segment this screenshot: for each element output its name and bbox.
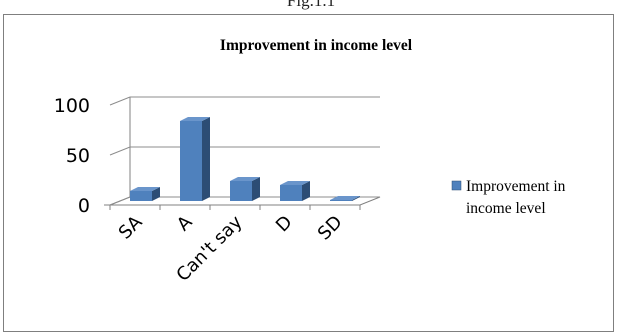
legend: Improvement in income level <box>451 178 566 217</box>
bars <box>130 117 360 201</box>
chart-title: Improvement in income level <box>220 37 413 54</box>
legend-label: Improvement in income level <box>466 178 566 217</box>
y-tick-label: 50 <box>66 145 90 167</box>
chart-frame <box>3 14 614 332</box>
bar <box>280 181 310 201</box>
x-tick-label: SD <box>314 212 347 245</box>
y-axis-ticks: 0 50 100 <box>54 95 90 217</box>
figure-label: Fig.1.1 <box>286 0 336 10</box>
x-tick-label: A <box>173 211 197 235</box>
legend-swatch <box>451 180 462 191</box>
y-tick-label: 100 <box>54 95 90 117</box>
x-tick-label: SA <box>115 211 147 243</box>
gridline <box>109 146 380 156</box>
bar <box>130 187 160 201</box>
gridline <box>109 96 380 106</box>
bar <box>230 177 260 201</box>
bar <box>330 196 360 201</box>
x-tick-label: D <box>272 212 297 237</box>
y-tick-label: 0 <box>78 195 90 217</box>
bar <box>180 117 210 201</box>
